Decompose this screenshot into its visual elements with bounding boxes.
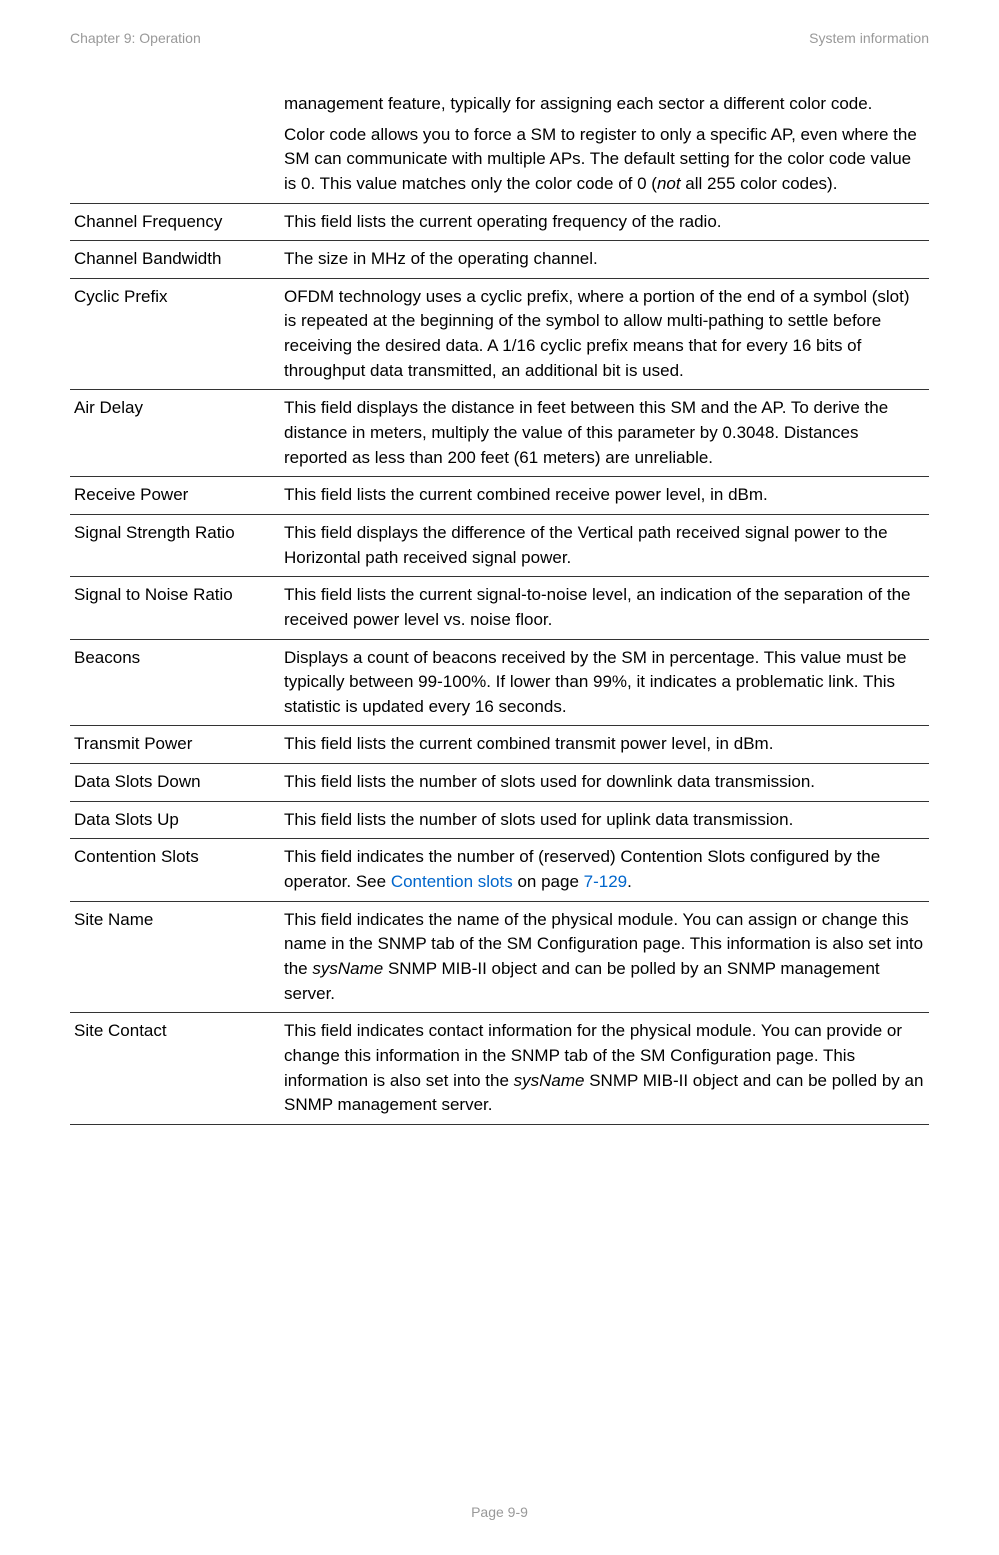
attribute-name: Site Contact bbox=[70, 1013, 280, 1125]
attribute-name: Beacons bbox=[70, 639, 280, 726]
attribute-description: This field displays the distance in feet… bbox=[280, 390, 929, 477]
attribute-description: This field indicates the name of the phy… bbox=[280, 901, 929, 1013]
attribute-description: This field lists the current signal-to-n… bbox=[280, 577, 929, 639]
page-number: Page 9-9 bbox=[471, 1504, 528, 1520]
attribute-name: Data Slots Down bbox=[70, 764, 280, 802]
attribute-description: This field indicates the number of (rese… bbox=[280, 839, 929, 901]
table-row: Cyclic PrefixOFDM technology uses a cycl… bbox=[70, 278, 929, 390]
attribute-description: The size in MHz of the operating channel… bbox=[280, 241, 929, 279]
attribute-name: Transmit Power bbox=[70, 726, 280, 764]
attribute-description: This field displays the difference of th… bbox=[280, 514, 929, 576]
attribute-name: Signal to Noise Ratio bbox=[70, 577, 280, 639]
attribute-name: Air Delay bbox=[70, 390, 280, 477]
attribute-name: Contention Slots bbox=[70, 839, 280, 901]
table-row: Air DelayThis field displays the distanc… bbox=[70, 390, 929, 477]
table-row: Contention SlotsThis field indicates the… bbox=[70, 839, 929, 901]
attribute-name: Site Name bbox=[70, 901, 280, 1013]
attribute-description: This field lists the current operating f… bbox=[280, 203, 929, 241]
attribute-description: management feature, typically for assign… bbox=[280, 86, 929, 203]
attribute-name: Data Slots Up bbox=[70, 801, 280, 839]
table-row: management feature, typically for assign… bbox=[70, 86, 929, 203]
table-row: Signal to Noise RatioThis field lists th… bbox=[70, 577, 929, 639]
table-row: Transmit PowerThis field lists the curre… bbox=[70, 726, 929, 764]
attribute-name bbox=[70, 86, 280, 203]
attribute-description: This field lists the current combined tr… bbox=[280, 726, 929, 764]
attribute-description: This field lists the number of slots use… bbox=[280, 801, 929, 839]
attribute-name: Channel Frequency bbox=[70, 203, 280, 241]
table-row: Data Slots UpThis field lists the number… bbox=[70, 801, 929, 839]
attribute-name: Receive Power bbox=[70, 477, 280, 515]
page-header: Chapter 9: Operation System information bbox=[70, 30, 929, 46]
table-row: Data Slots DownThis field lists the numb… bbox=[70, 764, 929, 802]
attribute-description: This field indicates contact information… bbox=[280, 1013, 929, 1125]
attribute-description: This field lists the current combined re… bbox=[280, 477, 929, 515]
table-row: Site ContactThis field indicates contact… bbox=[70, 1013, 929, 1125]
header-right: System information bbox=[809, 30, 929, 46]
attribute-description: Displays a count of beacons received by … bbox=[280, 639, 929, 726]
attribute-description: OFDM technology uses a cyclic prefix, wh… bbox=[280, 278, 929, 390]
attributes-table: management feature, typically for assign… bbox=[70, 86, 929, 1125]
page-footer: Page 9-9 bbox=[0, 1504, 999, 1520]
table-row: BeaconsDisplays a count of beacons recei… bbox=[70, 639, 929, 726]
table-row: Receive PowerThis field lists the curren… bbox=[70, 477, 929, 515]
attribute-name: Signal Strength Ratio bbox=[70, 514, 280, 576]
header-left: Chapter 9: Operation bbox=[70, 30, 201, 46]
table-row: Channel BandwidthThe size in MHz of the … bbox=[70, 241, 929, 279]
table-row: Site NameThis field indicates the name o… bbox=[70, 901, 929, 1013]
table-row: Channel FrequencyThis field lists the cu… bbox=[70, 203, 929, 241]
attribute-description: This field lists the number of slots use… bbox=[280, 764, 929, 802]
attribute-name: Cyclic Prefix bbox=[70, 278, 280, 390]
table-row: Signal Strength RatioThis field displays… bbox=[70, 514, 929, 576]
attribute-name: Channel Bandwidth bbox=[70, 241, 280, 279]
